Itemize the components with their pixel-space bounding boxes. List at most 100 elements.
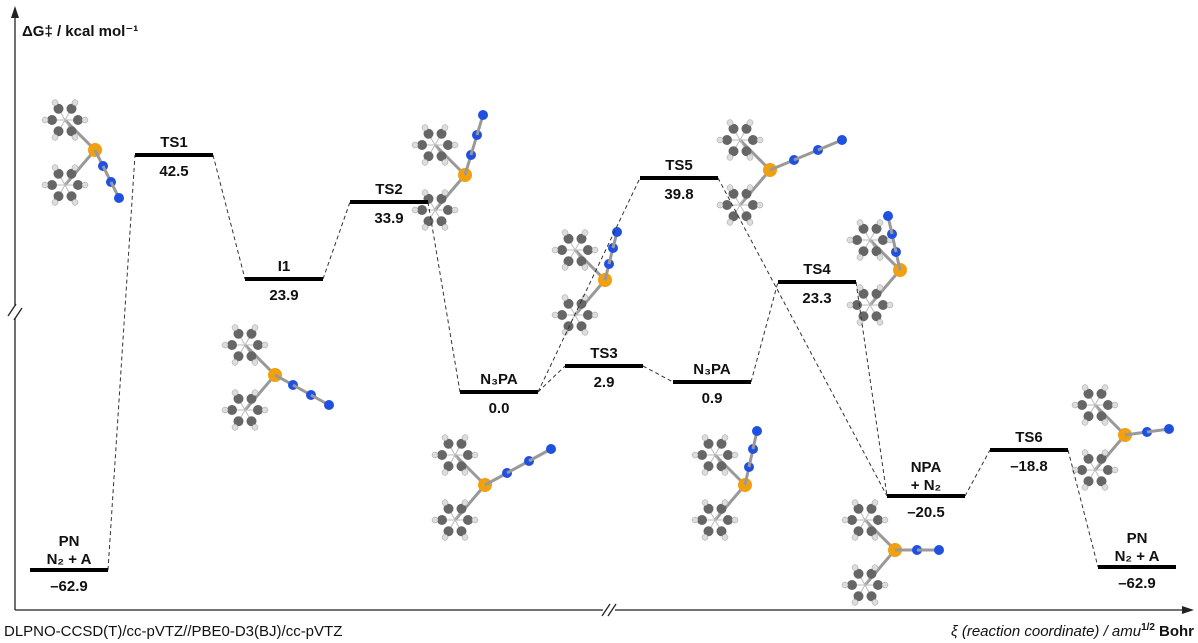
- hydrogen: [412, 142, 418, 148]
- hydrogen: [52, 100, 58, 106]
- nitrogen: [934, 545, 944, 555]
- dashed-connector: [643, 366, 673, 382]
- carbon: [73, 180, 83, 190]
- nitrogen: [752, 426, 762, 436]
- hydrogen: [422, 125, 428, 131]
- carbon: [227, 340, 237, 350]
- hydrogen: [1102, 484, 1108, 490]
- hydrogen: [722, 435, 728, 441]
- level-label: N₃PA: [480, 371, 518, 388]
- hydrogen: [232, 325, 238, 331]
- hydrogen: [852, 500, 858, 506]
- level-value: –20.5: [907, 504, 945, 521]
- hydrogen: [72, 100, 78, 106]
- hydrogen: [582, 295, 588, 301]
- x-arrow: [1182, 606, 1194, 614]
- hydrogen: [727, 120, 733, 126]
- molecule: [412, 110, 488, 230]
- carbon: [437, 515, 447, 525]
- hydrogen: [1112, 402, 1118, 408]
- carbon: [723, 450, 733, 460]
- hydrogen: [442, 534, 448, 540]
- hydrogen: [842, 517, 848, 523]
- molecule: [552, 227, 622, 335]
- nitrogen: [1164, 424, 1174, 434]
- hydrogen: [747, 120, 753, 126]
- hydrogen: [692, 517, 698, 523]
- level-sublabel: + N₂: [911, 477, 941, 494]
- hydrogen: [552, 312, 558, 318]
- hydrogen: [552, 247, 558, 253]
- carbon: [437, 450, 447, 460]
- hydrogen: [462, 469, 468, 475]
- level-value: 23.3: [802, 290, 831, 307]
- hydrogen: [702, 469, 708, 475]
- hydrogen: [1112, 467, 1118, 473]
- hydrogen: [717, 137, 723, 143]
- level-value: –62.9: [50, 578, 88, 595]
- hydrogen: [412, 207, 418, 213]
- level-value: 0.0: [489, 400, 510, 417]
- hydrogen: [82, 182, 88, 188]
- hydrogen: [442, 469, 448, 475]
- carbon: [463, 515, 473, 525]
- hydrogen: [722, 469, 728, 475]
- hydrogen: [1082, 385, 1088, 391]
- hydrogen: [462, 500, 468, 506]
- hydrogen: [702, 500, 708, 506]
- hydrogen: [872, 565, 878, 571]
- hydrogen: [732, 517, 738, 523]
- dashed-connector: [538, 366, 565, 392]
- hydrogen: [222, 407, 228, 413]
- hydrogen: [422, 190, 428, 196]
- hydrogen: [747, 154, 753, 160]
- hydrogen: [727, 185, 733, 191]
- hydrogen: [727, 154, 733, 160]
- hydrogen: [717, 202, 723, 208]
- hydrogen: [747, 219, 753, 225]
- carbon: [1077, 465, 1087, 475]
- hydrogen: [732, 452, 738, 458]
- molecule: [1072, 385, 1174, 491]
- level-label: N₃PA: [693, 361, 731, 378]
- carbon: [748, 135, 758, 145]
- molecule: [692, 426, 762, 540]
- carbon: [873, 515, 883, 525]
- levels: PNN₂ + A–62.9TS142.5I123.9TS233.9N₃PA0.0…: [30, 134, 1176, 595]
- hydrogen: [442, 159, 448, 165]
- nitrogen: [478, 110, 488, 120]
- hydrogen: [562, 295, 568, 301]
- carbon: [1077, 400, 1087, 410]
- carbon: [73, 115, 83, 125]
- hydrogen: [562, 264, 568, 270]
- carbon: [443, 140, 453, 150]
- hydrogen: [252, 424, 258, 430]
- hydrogen: [582, 230, 588, 236]
- carbon: [583, 245, 593, 255]
- hydrogen: [882, 517, 888, 523]
- hydrogen: [592, 247, 598, 253]
- level-label: TS6: [1015, 429, 1043, 446]
- hydrogen: [702, 435, 708, 441]
- hydrogen: [52, 199, 58, 205]
- carbon: [852, 235, 862, 245]
- carbon: [253, 405, 263, 415]
- hydrogen: [877, 254, 883, 260]
- hydrogen: [747, 185, 753, 191]
- hydrogen: [852, 565, 858, 571]
- hydrogen: [472, 517, 478, 523]
- hydrogen: [442, 125, 448, 131]
- hydrogen: [877, 319, 883, 325]
- hydrogen: [42, 117, 48, 123]
- nitrogen: [837, 135, 847, 145]
- hydrogen: [847, 302, 853, 308]
- x-axis-label: ξ (reaction coordinate) / amu1/2Bohr: [951, 622, 1194, 640]
- level-label: TS2: [375, 181, 403, 198]
- carbon: [557, 310, 567, 320]
- hydrogen: [857, 220, 863, 226]
- carbon: [697, 515, 707, 525]
- dashed-connector: [323, 202, 350, 279]
- level-label: TS3: [590, 345, 618, 362]
- hydrogen: [852, 534, 858, 540]
- hydrogen: [1102, 419, 1108, 425]
